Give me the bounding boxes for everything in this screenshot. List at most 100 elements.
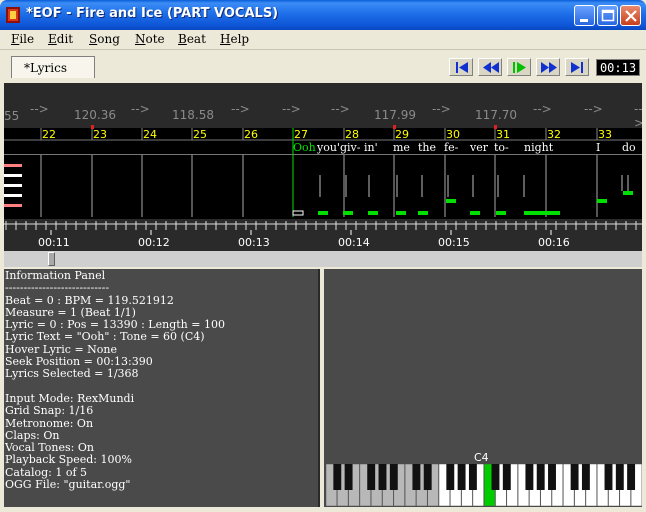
lyric-syllable[interactable]: giv- [340, 141, 361, 154]
maximize-button[interactable] [597, 5, 618, 26]
info-line: Catalog: 1 of 5 [5, 465, 88, 479]
piano-black-key[interactable] [468, 464, 477, 490]
vocal-note [368, 211, 378, 215]
menu-file[interactable]: File [11, 32, 35, 46]
tab-lyrics[interactable]: *Lyrics [11, 56, 95, 78]
menu-edit[interactable]: Edit [48, 32, 74, 46]
minimize-button[interactable] [574, 5, 595, 26]
piano-black-key[interactable] [491, 464, 500, 490]
timeline-scrollbar[interactable] [4, 251, 642, 267]
close-button[interactable] [620, 5, 641, 26]
piano-panel: C4 [324, 269, 642, 507]
time-label: 00:15 [438, 236, 470, 249]
vocal-note [623, 191, 633, 195]
bpm-ruler [4, 83, 642, 128]
vocal-note [396, 211, 406, 215]
rewind-button[interactable] [478, 58, 502, 76]
piano-black-key[interactable] [378, 464, 387, 490]
piano-black-key[interactable] [333, 464, 342, 490]
lyric-syllable[interactable]: to- [494, 141, 509, 154]
eof-app-icon [6, 7, 20, 23]
piano-black-key[interactable] [581, 464, 590, 490]
piano-keyboard[interactable] [326, 464, 642, 506]
bpm-arrow: --> [533, 102, 552, 116]
info-line: Measure = 1 (Beat 1/1) [5, 305, 136, 319]
note-area[interactable] [4, 155, 642, 217]
lyric-syllable[interactable]: I [596, 141, 601, 154]
lyrics-editor[interactable]: 55 --> 120.36 --> 118.58 --> --> --> 117… [4, 83, 642, 267]
info-line: Lyric Text = "Ooh" : Tone = 60 (C4) [5, 330, 205, 344]
menu-song[interactable]: Song [89, 32, 120, 46]
vocal-note [524, 211, 560, 215]
piano-black-key[interactable] [412, 464, 421, 490]
beat-number: 26 [244, 128, 258, 141]
beat-number: 31 [496, 128, 510, 141]
vocal-note [418, 211, 428, 215]
playback-timer: 00:13 [596, 59, 640, 76]
lyric-syllable-selected[interactable]: Ooh [293, 141, 316, 154]
bpm-arrow: --> [432, 102, 451, 116]
beat-number: 29 [395, 128, 409, 141]
editor-graphics [4, 125, 642, 235]
maximize-icon [601, 9, 615, 22]
tick-ruler [4, 219, 642, 231]
piano-black-key[interactable] [536, 464, 545, 490]
piano-black-key[interactable] [389, 464, 398, 490]
menu-help[interactable]: Help [220, 32, 250, 46]
menu-beat[interactable]: Beat [178, 32, 206, 46]
piano-black-key[interactable] [548, 464, 556, 490]
piano-black-key[interactable] [446, 464, 455, 490]
menu-note[interactable]: Note [135, 32, 165, 46]
seek-end-icon [571, 62, 583, 73]
piano-black-key[interactable] [367, 464, 376, 490]
title-bar[interactable]: *EOF - Fire and Ice (PART VOCALS) [0, 0, 646, 30]
information-panel: Information Panel ----------------------… [4, 269, 320, 507]
fast-forward-button[interactable] [536, 58, 560, 76]
info-separator: ---------------------------- [5, 281, 110, 295]
beat-number: 30 [446, 128, 460, 141]
piano-black-key[interactable] [570, 464, 579, 490]
lyric-syllable[interactable]: ver [470, 141, 488, 154]
scrollbar-thumb[interactable] [48, 252, 55, 266]
play-button[interactable] [507, 58, 531, 76]
piano-black-key[interactable] [525, 464, 534, 490]
info-line: Vocal Tones: On [5, 441, 94, 455]
info-heading: Information Panel [5, 269, 106, 282]
piano-black-key[interactable] [423, 464, 432, 490]
info-line: Grid Snap: 1/16 [5, 404, 94, 418]
beat-number: 22 [42, 128, 56, 141]
lane-indicator [4, 164, 22, 167]
beat-number: 33 [598, 128, 612, 141]
piano-black-key[interactable] [457, 464, 466, 490]
piano-black-key[interactable] [615, 464, 624, 490]
piano-black-key[interactable] [344, 464, 353, 490]
bpm-value: 117.99 [374, 108, 416, 122]
lane-indicator [4, 184, 22, 187]
bpm-value: 120.36 [74, 108, 116, 122]
lyric-strip[interactable] [4, 140, 642, 155]
lyric-syllable[interactable]: you' [317, 141, 340, 154]
lyric-syllable[interactable]: fe- [444, 141, 459, 154]
info-line: Metronome: On [5, 416, 94, 430]
piano-black-key[interactable] [627, 464, 636, 490]
minimize-icon [580, 19, 588, 22]
piano-black-key[interactable] [502, 464, 511, 490]
lyric-syllable[interactable]: me [393, 141, 410, 154]
lyric-syllable[interactable]: in' [364, 141, 378, 154]
info-line: OGG File: "guitar.ogg" [5, 478, 131, 492]
seek-start-icon [456, 62, 468, 73]
bpm-fragment: 55 [4, 109, 20, 123]
seek-start-button[interactable] [449, 58, 473, 76]
lyric-syllable[interactable]: night [524, 141, 554, 154]
lyric-syllable[interactable]: do [622, 141, 636, 154]
piano-black-key[interactable] [604, 464, 613, 490]
lane-indicator [4, 174, 22, 177]
beat-strip [4, 128, 642, 140]
vocal-note-selected [292, 210, 304, 216]
lyric-syllable[interactable]: the [418, 141, 437, 154]
info-line: Input Mode: RexMundi [5, 391, 135, 405]
time-ruler [4, 231, 642, 251]
bpm-arrow: --> [634, 102, 642, 130]
time-label: 00:11 [38, 236, 70, 249]
seek-end-button[interactable] [565, 58, 589, 76]
